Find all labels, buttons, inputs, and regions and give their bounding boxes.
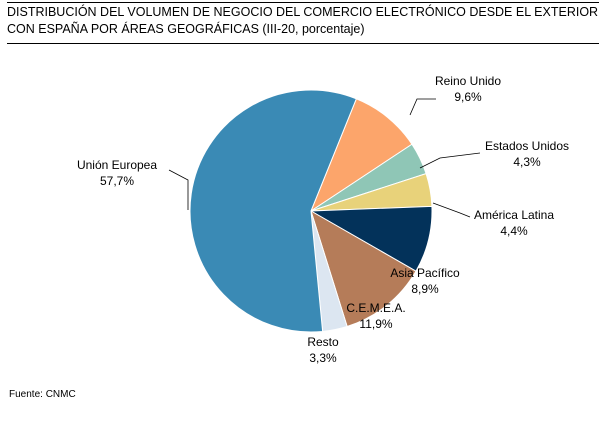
slice-name-union-europea: Unión Europea — [77, 158, 157, 172]
leader-line-reino-unido — [409, 98, 436, 116]
title-bottom-rule — [7, 43, 599, 44]
slice-name-resto: Resto — [307, 335, 339, 349]
leader-line-america-latina — [432, 202, 471, 218]
slice-name-estados-unidos: Estados Unidos — [485, 139, 569, 153]
slice-name-c-e-m-e-a: C.E.M.E.A. — [346, 301, 405, 315]
slice-value-reino-unido: 9,6% — [454, 90, 482, 104]
slice-name-reino-unido: Reino Unido — [435, 74, 501, 88]
slice-name-asia-pacifico: Asia Pacífico — [390, 266, 460, 280]
slice-value-estados-unidos: 4,3% — [513, 155, 541, 169]
slice-name-america-latina: América Latina — [474, 208, 554, 222]
slice-value-resto: 3,3% — [309, 351, 337, 365]
leader-line-union-europea — [168, 169, 189, 210]
leader-line-estados-unidos — [419, 152, 481, 169]
slice-value-america-latina: 4,4% — [500, 224, 528, 238]
pie-slice-c-e-m-e-a — [310, 209, 417, 328]
slice-value-c-e-m-e-a: 11,9% — [359, 317, 392, 331]
chart-title: DISTRIBUCIÓN DEL VOLUMEN DE NEGOCIO DEL … — [7, 5, 599, 36]
title-top-rule — [7, 2, 599, 3]
slice-value-asia-pacifico: 8,9% — [411, 282, 439, 296]
pie-slice-union-europea — [189, 89, 357, 333]
slice-value-union-europea: 57,7% — [100, 174, 134, 188]
source-note: Fuente: CNMC — [9, 389, 76, 400]
